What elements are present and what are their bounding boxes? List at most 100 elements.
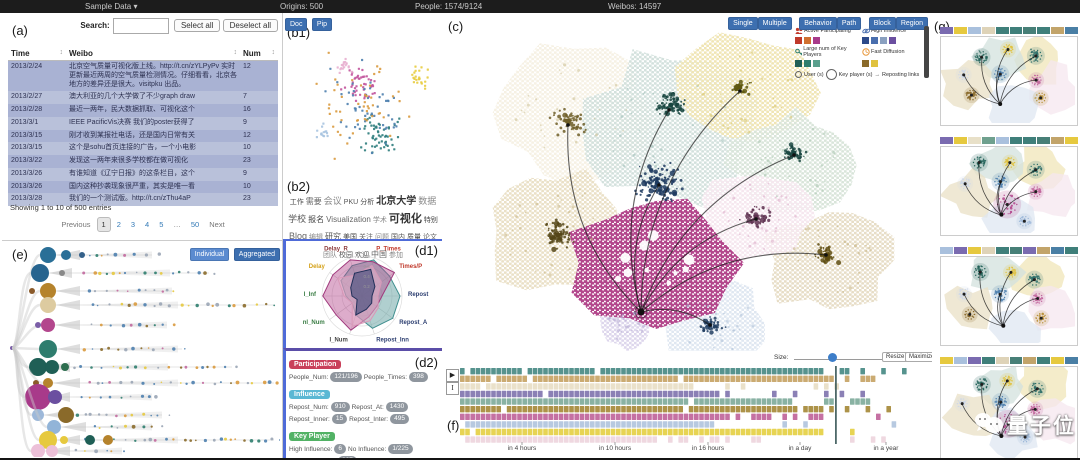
keyword[interactable]: 特别 <box>424 217 438 225</box>
stat-value: 398 <box>409 372 428 382</box>
legend-swatch <box>813 60 820 67</box>
col-num[interactable]: Num↕ <box>240 47 278 61</box>
panel-f-label: (f) <box>447 418 459 433</box>
panel-a-label: (a) <box>12 23 28 38</box>
doc-tab[interactable]: Doc <box>285 18 307 31</box>
axis-tick-label: in 10 hours <box>599 445 631 452</box>
cell-weibo: IEEE PacificVis决赛 我们的poster获得了 <box>66 117 240 130</box>
stat-label: People_Times: <box>364 374 407 381</box>
strip-swatch <box>1065 357 1078 364</box>
keyword[interactable]: 学校 <box>288 215 306 225</box>
behavior-button[interactable]: Behavior <box>799 17 837 30</box>
keyword[interactable]: 会议 <box>324 197 342 207</box>
cell-time: 2013/3/1 <box>8 117 66 130</box>
cluster-color-strip <box>940 247 1078 254</box>
col-time[interactable]: Time↕ <box>8 47 66 61</box>
col-weibo[interactable]: Weibo↕ <box>66 47 240 61</box>
page-button[interactable]: … <box>169 218 185 231</box>
svg-text:P_Times: P_Times <box>376 246 401 252</box>
cell-num: 12 <box>240 130 278 143</box>
snapshot-list-panel: (g) <box>932 13 1080 458</box>
snapshot-thumbnail[interactable] <box>940 256 1078 346</box>
sort-icon[interactable]: ↕ <box>234 49 238 58</box>
cell-weibo: 刚才收到某报社电话，还是国内日常有关 <box>66 130 240 143</box>
sort-icon[interactable]: ↕ <box>272 49 276 58</box>
page-button[interactable]: 1 <box>97 217 111 232</box>
snapshot-thumbnail[interactable] <box>940 36 1078 126</box>
sample-data-menu[interactable]: Sample Data ▾ <box>85 2 137 11</box>
map-scrollbar[interactable] <box>924 26 929 78</box>
snapshot-thumbnail[interactable] <box>940 146 1078 236</box>
doc-scatterplot[interactable] <box>283 27 442 177</box>
keyword[interactable]: 报名 <box>308 216 324 225</box>
people-stat: People: 1574/9124 <box>415 2 482 11</box>
keyword[interactable]: 学术 <box>373 217 387 225</box>
key-player-glyph <box>826 69 837 80</box>
pip-tab[interactable]: Pip <box>312 18 332 31</box>
section-badge: Influence <box>289 390 330 399</box>
size-control-row: Size: Resize Maximize <box>444 351 930 365</box>
keyword[interactable]: 数据 <box>418 197 436 207</box>
strip-swatch <box>954 137 967 144</box>
legend-swatch <box>889 37 896 44</box>
strip-swatch <box>982 137 995 144</box>
page-button[interactable]: Next <box>205 218 228 231</box>
strip-swatch <box>940 137 953 144</box>
keyword[interactable]: 工作 <box>290 199 304 207</box>
diffusion-timeline[interactable] <box>444 366 930 445</box>
panel-d2-label: (d2) <box>415 355 438 370</box>
keyword[interactable]: 可视化 <box>389 213 422 225</box>
path-button[interactable]: Path <box>837 17 861 30</box>
keyword[interactable]: 北京大学 <box>376 196 416 207</box>
keyword[interactable]: 需要 <box>306 198 322 207</box>
keyword[interactable]: 分析 <box>360 199 374 207</box>
deselect-all-button[interactable]: Deselect all <box>223 19 278 32</box>
svg-text:Delay: Delay <box>309 264 326 270</box>
keyword[interactable]: PKU <box>344 199 358 207</box>
strip-swatch <box>996 357 1009 364</box>
search-input[interactable] <box>113 18 169 34</box>
strip-swatch <box>1065 27 1078 34</box>
size-slider-handle[interactable] <box>828 353 837 362</box>
page-button[interactable]: 50 <box>187 218 203 231</box>
strip-swatch <box>996 137 1009 144</box>
stat-value: 1430 <box>386 402 408 412</box>
page-button[interactable]: Previous <box>57 218 94 231</box>
svg-text:I_Inf: I_Inf <box>304 292 317 298</box>
size-slider-track[interactable] <box>794 359 882 360</box>
sort-icon[interactable]: ↕ <box>60 49 64 58</box>
weibos-stat: Weibos: 14597 <box>608 2 661 11</box>
page-button[interactable]: 4 <box>141 218 153 231</box>
block-button[interactable]: Block <box>869 17 896 30</box>
strip-swatch <box>954 357 967 364</box>
select-all-button[interactable]: Select all <box>174 19 220 32</box>
keyword[interactable]: Visualization <box>326 216 371 225</box>
strip-swatch <box>954 27 967 34</box>
page-button[interactable]: 3 <box>127 218 139 231</box>
stat-value: 15 <box>332 414 347 424</box>
page-button[interactable]: 2 <box>113 218 125 231</box>
legend-swatch <box>804 37 811 44</box>
legend-swatch <box>871 37 878 44</box>
section-badge: Key Player <box>289 432 335 441</box>
map-legend: Active Participating High Influence Larg… <box>795 27 927 82</box>
page-button[interactable]: 5 <box>155 218 167 231</box>
cell-time: 2013/3/15 <box>8 130 66 143</box>
strip-swatch <box>1010 357 1023 364</box>
multiple-button[interactable]: Multiple <box>758 17 792 30</box>
repost-tree-chart[interactable] <box>2 243 280 457</box>
single-button[interactable]: Single <box>728 17 757 30</box>
